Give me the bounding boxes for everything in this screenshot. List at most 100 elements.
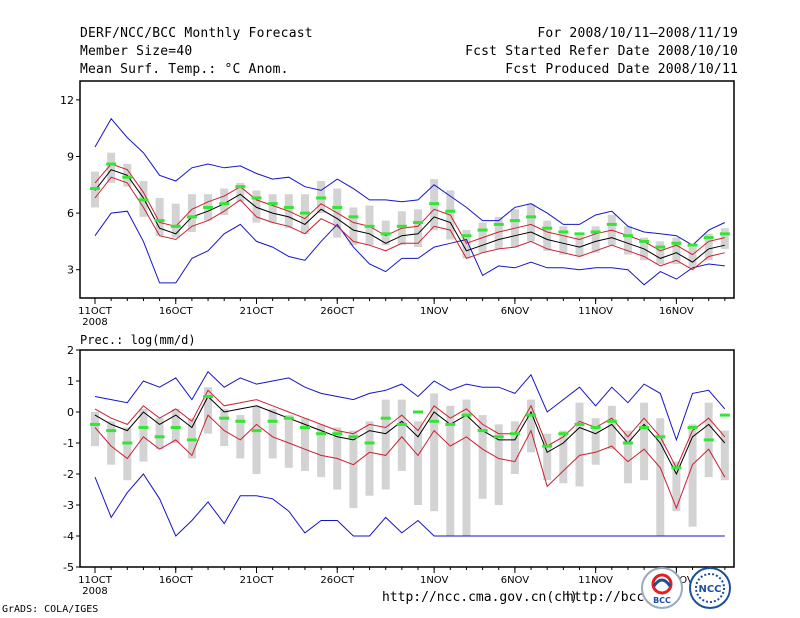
x-tick-label: 1NOV <box>420 306 449 317</box>
median-marker <box>316 432 327 436</box>
ensemble-box <box>543 220 552 251</box>
chart-title: DERF/NCC/BCC Monthly Forecast <box>80 26 313 41</box>
median-marker <box>655 435 666 439</box>
ensemble-box <box>397 399 406 471</box>
median-marker <box>348 215 359 219</box>
ensemble-box <box>672 461 681 512</box>
median-marker <box>332 432 343 436</box>
median-marker <box>703 236 714 240</box>
ensemble-box <box>220 188 229 215</box>
series-q_high-line <box>94 389 726 469</box>
ncc-logo: NCC <box>688 566 732 610</box>
ensemble-box <box>349 207 358 246</box>
ensemble-box <box>494 424 503 505</box>
ensemble-box <box>349 430 358 509</box>
ensemble-box <box>187 418 196 459</box>
ensemble-box <box>252 405 261 474</box>
median-marker <box>299 211 310 215</box>
ensemble-box <box>510 421 519 474</box>
series-max-line <box>94 210 725 286</box>
ensemble-box <box>381 399 390 490</box>
y-tick-label: 0 <box>67 406 74 419</box>
median-marker <box>429 419 440 423</box>
grads-credit: GrADS: COLA/IGES <box>2 604 99 615</box>
series-min-line <box>94 473 725 537</box>
median-marker <box>380 416 391 420</box>
median-marker <box>526 215 537 219</box>
y-tick-label: -4 <box>63 530 74 543</box>
plot-frame <box>79 349 735 568</box>
ensemble-box <box>527 203 536 242</box>
series-mean-line <box>94 395 726 476</box>
series-mean-line <box>94 169 725 263</box>
median-marker <box>542 226 553 230</box>
median-marker <box>703 438 714 442</box>
median-marker <box>574 232 585 236</box>
median-marker <box>364 224 375 228</box>
x-tick-label: 11NOV <box>578 306 613 317</box>
y-tick-label: -5 <box>63 561 74 574</box>
median-marker <box>396 224 407 228</box>
chart-panel-2: -5 -4 -3 -2 -1 0 1 2 11OCT 16OCT 21OCT 26OCT 1NOV 6NO… <box>63 333 735 597</box>
x-tick-label: 6NOV <box>501 306 530 317</box>
median-marker <box>477 429 488 433</box>
median-marker <box>542 444 553 448</box>
ensemble-box <box>204 387 213 434</box>
median-marker <box>671 241 682 245</box>
median-marker <box>687 426 698 429</box>
median-marker <box>574 422 585 426</box>
median-marker <box>138 198 149 202</box>
url-bcc[interactable]: http://bcc. <box>566 590 653 605</box>
x-year-label: 2008 <box>82 586 107 597</box>
series-q_low-line <box>94 414 726 510</box>
median-marker <box>106 429 117 433</box>
ensemble-box <box>446 405 455 536</box>
median-marker <box>122 441 133 445</box>
bcc-logo: BCC <box>640 566 684 610</box>
median-marker <box>235 185 246 189</box>
bcc-logo-text: BCC <box>653 596 671 605</box>
ensemble-box <box>123 427 132 481</box>
ensemble-box <box>462 399 471 536</box>
ensemble-box <box>575 235 584 257</box>
y-tick-label: 12 <box>60 94 74 107</box>
x-tick-label: 16NOV <box>659 306 694 317</box>
ensemble-box <box>300 418 309 471</box>
median-marker <box>380 232 391 236</box>
median-marker <box>154 219 165 223</box>
x-tick-label: 16OCT <box>159 575 194 586</box>
median-marker <box>283 416 294 420</box>
ensemble-box <box>171 408 180 443</box>
ensemble-box <box>559 226 568 255</box>
median-marker <box>138 426 149 429</box>
median-marker <box>219 416 230 420</box>
ensemble-box <box>268 408 277 459</box>
ensemble-box <box>220 408 229 447</box>
x-tick-label: 16OCT <box>159 306 194 317</box>
precip-title: Prec.: log(mm/d) <box>80 333 196 347</box>
median-marker <box>558 230 569 234</box>
y-tick-label: 2 <box>67 344 74 357</box>
median-marker <box>606 222 617 226</box>
start-date: Fcst Started Refer Date 2008/10/10 <box>465 44 738 59</box>
median-marker <box>170 426 181 429</box>
ensemble-box <box>414 209 422 248</box>
ensemble-box <box>494 216 503 249</box>
ensemble-box <box>462 230 471 259</box>
median-marker <box>316 196 327 200</box>
median-marker <box>671 466 682 470</box>
y-tick-label: -3 <box>63 499 74 512</box>
url-ncc[interactable]: http://ncc.cma.gov.cn(ch) <box>382 590 578 605</box>
ensemble-box <box>720 228 729 249</box>
median-marker <box>186 438 197 442</box>
ensemble-box <box>284 415 293 468</box>
median-marker <box>493 435 504 439</box>
ensemble-box <box>91 412 99 447</box>
median-marker <box>526 413 537 417</box>
median-marker <box>687 243 698 247</box>
chart-panel-1: 3 6 9 12 11OCT 16OCT 21OCT 26OCT 1NOV 6NOV 11NOV 16… <box>60 80 735 328</box>
median-marker <box>106 162 117 166</box>
median-marker <box>509 432 520 436</box>
ensemble-box <box>623 430 632 484</box>
